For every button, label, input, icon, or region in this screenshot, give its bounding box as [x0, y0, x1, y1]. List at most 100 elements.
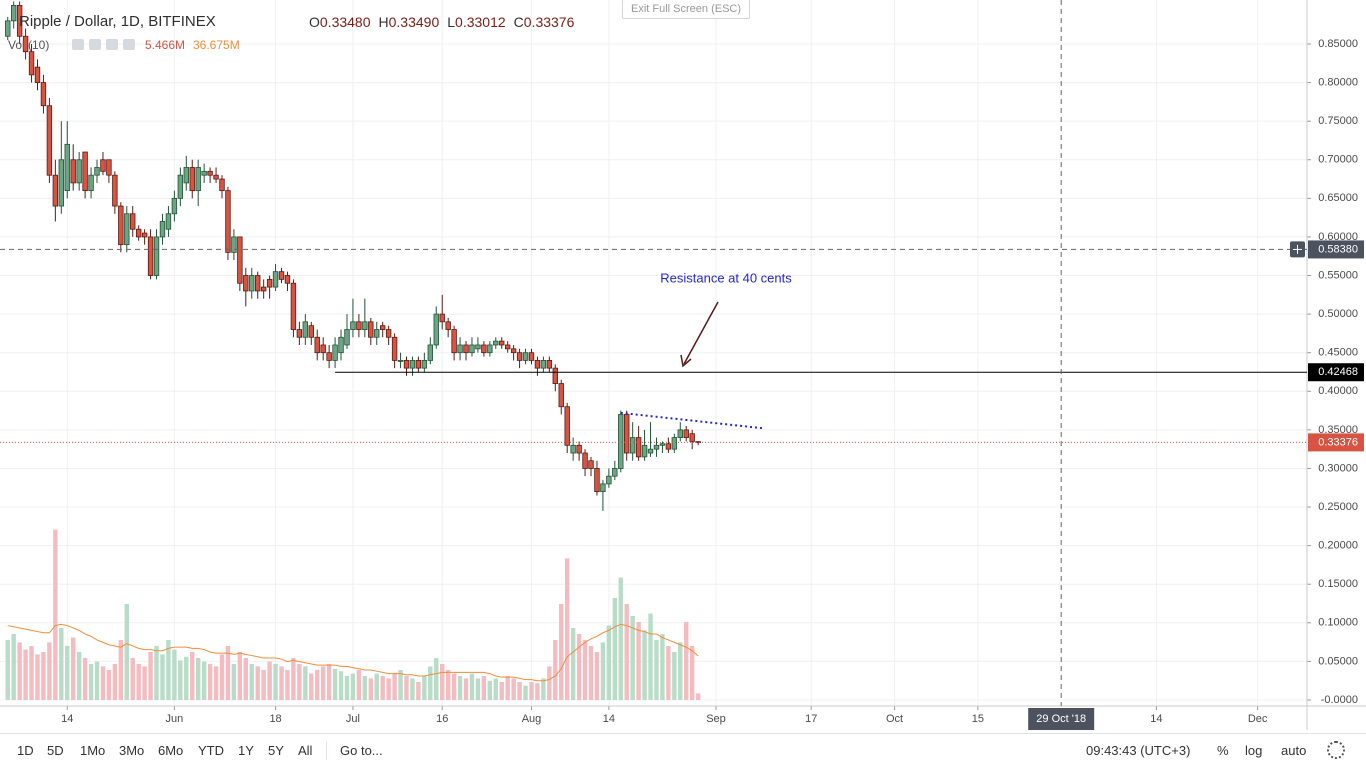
volume-bar: [267, 661, 272, 700]
volume-bar: [94, 661, 100, 700]
volume-bar: [326, 663, 332, 700]
volume-bar: [53, 529, 58, 700]
volume-bar: [648, 613, 653, 700]
range-button[interactable]: 1D: [17, 743, 34, 758]
volume-bar: [570, 627, 576, 700]
range-button[interactable]: 1Y: [238, 743, 254, 758]
volume-bar: [338, 671, 344, 700]
candle-body: [457, 344, 463, 354]
scale-option[interactable]: log: [1245, 743, 1263, 758]
candle-body: [653, 444, 660, 450]
y-tick-label: 0.30000: [1318, 462, 1358, 474]
candle-body: [635, 437, 642, 458]
candle-body: [397, 360, 404, 362]
settings-icon[interactable]: [89, 39, 101, 50]
settings-gear[interactable]: [1327, 741, 1345, 759]
x-tick-label: Jul: [346, 713, 360, 725]
volume-bar: [594, 651, 600, 700]
scale-option[interactable]: %: [1217, 743, 1229, 758]
settings-icon[interactable]: [106, 39, 118, 50]
settings-icon[interactable]: [72, 39, 84, 50]
price-label: 0.33376: [1318, 436, 1358, 448]
price-label-box: [1308, 363, 1364, 382]
candle-body: [153, 236, 160, 276]
candle-body: [451, 329, 457, 354]
y-tick-label: 0.20000: [1318, 540, 1358, 552]
candle-body: [385, 329, 392, 338]
volume-bar: [398, 669, 403, 700]
volume-bar: [547, 666, 552, 700]
volume-bar: [5, 639, 10, 700]
exit-fullscreen[interactable]: Exit Full Screen (ESC): [622, 0, 750, 19]
volume-bar: [320, 666, 326, 700]
candle-body: [439, 313, 445, 323]
volume-bar: [225, 645, 231, 700]
volume-bar: [178, 660, 183, 700]
candle-body: [314, 336, 320, 354]
volume-bar: [41, 651, 46, 700]
ohlc-value: 0.33490: [388, 14, 440, 30]
volume-value: 5.466M: [145, 38, 186, 52]
candle-body: [415, 360, 422, 369]
volume-bar: [136, 663, 141, 700]
y-tick-label: 0.55000: [1318, 269, 1358, 281]
separator: [326, 742, 327, 760]
y-tick-label: 0.10000: [1318, 617, 1358, 629]
symbol-title[interactable]: Ripple / Dollar, 1D, BITFINEX: [19, 13, 216, 30]
volume-bar: [213, 666, 219, 700]
volume-name[interactable]: Vol (10): [8, 38, 50, 52]
candle-body: [320, 344, 326, 354]
candle-body: [64, 143, 70, 192]
goto-button[interactable]: Go to...: [340, 743, 383, 758]
settings-icon[interactable]: [123, 39, 135, 50]
volume-bar: [112, 663, 118, 700]
volume-bar: [672, 651, 677, 700]
candle-body: [130, 213, 136, 230]
candle-body: [445, 321, 451, 330]
candle-body: [231, 236, 237, 253]
x-tick-label: 14: [1150, 713, 1162, 725]
candle-body: [272, 271, 279, 288]
volume-bar: [416, 681, 421, 700]
volume-bar: [618, 577, 623, 700]
plot-layer: 0.85000 0.80000 0.75000 0.70000 0.65000 0.600…: [0, 0, 1366, 730]
y-tick-label: 0.80000: [1318, 76, 1358, 88]
scale-option[interactable]: auto: [1281, 743, 1307, 758]
volume-bar: [487, 680, 493, 700]
candle-body: [159, 221, 166, 238]
range-button[interactable]: YTD: [198, 743, 224, 758]
volume-bar: [65, 645, 70, 700]
crosshair-y-box: [1308, 240, 1364, 259]
volume-bar: [130, 657, 135, 700]
y-tick-label: 0.05000: [1318, 655, 1358, 667]
ohlc-legend: O0.33480 H0.33490 L0.33012 C0.33376: [309, 14, 582, 30]
candle-body: [82, 151, 88, 192]
range-button[interactable]: 3Mo: [119, 743, 145, 758]
range-button[interactable]: All: [298, 743, 313, 758]
volume-bar: [332, 668, 338, 700]
candle-body: [600, 483, 606, 493]
candle-body: [70, 159, 76, 184]
y-tick-label: 0.40000: [1318, 385, 1358, 397]
candle-body: [540, 360, 547, 369]
candle-body: [421, 360, 428, 369]
y-tick-label: 0.45000: [1318, 347, 1358, 359]
volume-bar: [499, 681, 504, 700]
volume-bar: [612, 597, 618, 700]
candle-body: [546, 360, 553, 369]
range-button[interactable]: 5Y: [268, 743, 284, 758]
volume-bar: [493, 678, 498, 700]
candle-body: [516, 352, 523, 361]
range-button[interactable]: 1Mo: [80, 743, 106, 758]
volume-bar: [154, 645, 159, 700]
volume-bar: [35, 654, 40, 700]
volume-bar: [374, 673, 379, 700]
range-button[interactable]: 5D: [47, 743, 64, 758]
candle-body: [112, 174, 118, 207]
candle-body: [493, 340, 499, 346]
volume-bar: [201, 661, 207, 700]
candle-body: [374, 329, 380, 338]
volume-bar: [148, 651, 153, 700]
range-button[interactable]: 6Mo: [158, 743, 184, 758]
volume-bar: [237, 651, 243, 700]
